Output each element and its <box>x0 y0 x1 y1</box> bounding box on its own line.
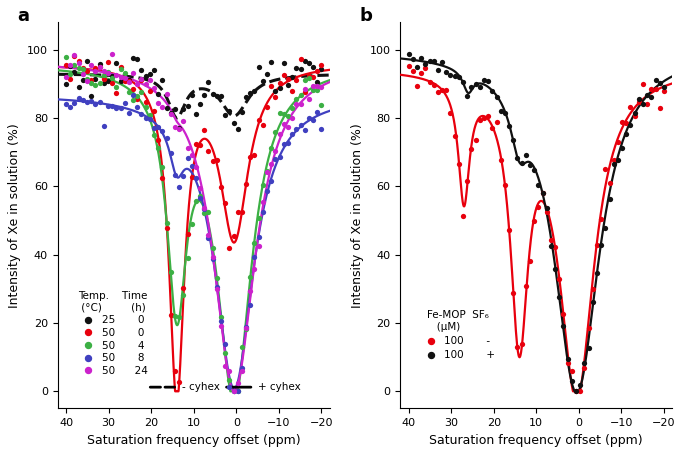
X-axis label: Saturation frequency offset (ppm): Saturation frequency offset (ppm) <box>429 434 643 447</box>
Text: b: b <box>359 7 372 25</box>
Text: + cyhex: + cyhex <box>258 382 301 392</box>
Legend: 25       0, 50       0, 50       4, 50       8, 50      24: 25 0, 50 0, 50 4, 50 8, 50 24 <box>74 287 152 380</box>
Y-axis label: Intensity of Xe in solution (%): Intensity of Xe in solution (%) <box>8 123 21 308</box>
Y-axis label: Intensity of Xe in solution (%): Intensity of Xe in solution (%) <box>351 123 364 308</box>
Text: a: a <box>16 7 29 25</box>
Text: - cyhex: - cyhex <box>182 382 219 392</box>
X-axis label: Saturation frequency offset (ppm): Saturation frequency offset (ppm) <box>87 434 301 447</box>
Legend: 100       -, 100       +: 100 -, 100 + <box>416 306 499 364</box>
